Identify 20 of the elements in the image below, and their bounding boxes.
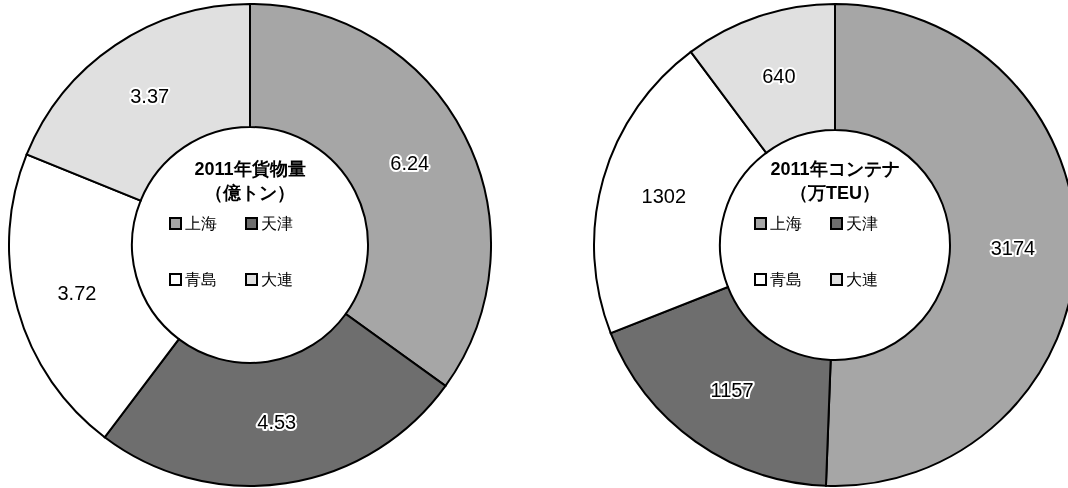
text: 2011年コンテナ <box>770 159 900 179</box>
legend-label: 青島 <box>185 271 217 288</box>
legend-label: 上海 <box>770 215 802 232</box>
legend-label: 天津 <box>261 215 293 232</box>
data-label: 1302 <box>641 185 687 208</box>
legend-label: 天津 <box>846 215 878 232</box>
data-label: 3.72 <box>57 281 97 304</box>
text: （万TEU） <box>790 183 880 203</box>
text: 2011年貨物量 <box>194 159 306 179</box>
data-label: 3174 <box>990 237 1036 260</box>
data-label: 6.24 <box>390 152 430 175</box>
data-label: 640 <box>762 65 796 88</box>
data-label: 3.37 <box>130 85 170 108</box>
legend-label: 大連 <box>261 271 293 288</box>
legend-label: 大連 <box>846 271 878 288</box>
data-label: 1157 <box>710 379 754 402</box>
text: （億トン） <box>205 183 295 203</box>
data-label: 4.53 <box>257 411 297 434</box>
legend-label: 上海 <box>185 215 217 232</box>
legend-label: 青島 <box>770 271 802 288</box>
